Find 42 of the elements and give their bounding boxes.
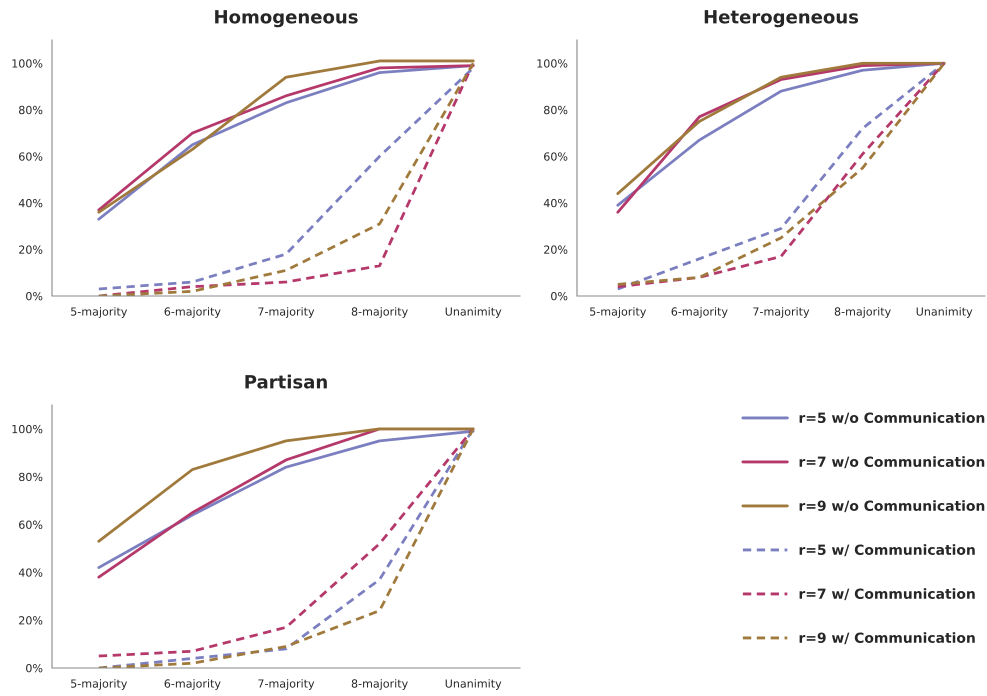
y-tick-label: 40% [18, 198, 42, 208]
x-tick-label: 7-majority [258, 307, 314, 318]
y-tick-label: 80% [19, 472, 42, 482]
x-tick-label: 6-majority [164, 679, 221, 690]
legend-label: r=9 w/ Communication [800, 632, 975, 644]
x-tick-label: 5-majority [71, 307, 128, 318]
legend-label: r=5 w/ Communication [800, 544, 975, 556]
y-tick-label: 60% [544, 152, 568, 161]
y-tick-label: 80% [19, 106, 42, 114]
x-tick-label: 5-majority [590, 307, 646, 318]
legend-label: r=5 w/o Communication [800, 412, 984, 424]
x-tick-label: 6-majority [164, 307, 221, 318]
y-tick-label: 20% [19, 616, 42, 625]
legend-label: r=7 w/o Communication [800, 456, 984, 468]
y-tick-label: 0% [26, 292, 42, 300]
y-tick-label: 100% [12, 424, 42, 434]
y-tick-label: 0% [551, 292, 568, 300]
y-tick-label: 20% [544, 245, 568, 254]
x-tick-label: 7-majority [258, 679, 314, 690]
y-tick-label: 100% [537, 59, 568, 68]
x-tick-label: Unanimity [446, 307, 502, 318]
y-tick-label: 80% [544, 106, 568, 114]
y-tick-label: 40% [18, 568, 42, 577]
chart-title: Partisan [245, 374, 327, 389]
y-tick-label: 60% [19, 520, 42, 529]
x-tick-label: 6-majority [672, 307, 728, 318]
y-tick-label: 0% [26, 664, 42, 672]
x-tick-label: 8-majority [834, 307, 891, 318]
x-tick-label: 7-majority [753, 307, 810, 318]
y-tick-label: 40% [544, 198, 568, 208]
legend-label: r=9 w/o Communication [800, 500, 984, 512]
legend-label: r=7 w/ Communication [800, 588, 975, 600]
y-tick-label: 60% [19, 152, 42, 161]
chart-title: Heterogeneous [704, 10, 858, 28]
x-tick-label: Unanimity [916, 307, 972, 318]
x-tick-label: 8-majority [352, 307, 408, 318]
y-tick-label: 20% [19, 245, 42, 254]
x-tick-label: 5-majority [71, 679, 128, 690]
x-tick-label: Unanimity [446, 679, 502, 690]
chart-title: Homogeneous [215, 10, 358, 28]
x-tick-label: 8-majority [352, 679, 408, 690]
y-tick-label: 100% [12, 59, 42, 68]
